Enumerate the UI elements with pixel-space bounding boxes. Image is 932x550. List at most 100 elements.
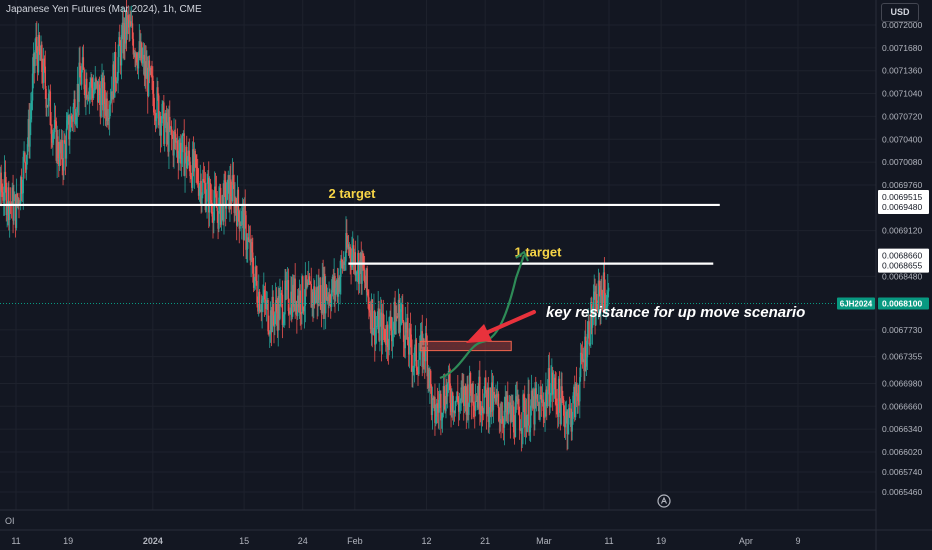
candle-body	[296, 301, 298, 317]
candle-body	[529, 405, 532, 428]
candle-body	[65, 128, 68, 159]
symbol-badge	[837, 297, 875, 310]
candle-body	[376, 326, 379, 327]
candle-body	[256, 280, 258, 303]
candle-body	[128, 19, 130, 28]
candle-body	[518, 414, 521, 431]
candle-body	[294, 278, 296, 312]
candle-body	[393, 301, 395, 324]
candle-body	[566, 411, 568, 435]
candle-body	[218, 197, 220, 229]
candle-body	[297, 295, 300, 308]
candle-body	[147, 60, 150, 97]
candle-body	[318, 285, 320, 300]
candle-body	[46, 105, 48, 108]
candle-body	[99, 95, 102, 117]
candle-body	[415, 339, 418, 368]
candle-body	[157, 87, 159, 96]
candle-body	[540, 395, 543, 403]
time-tick-label: 24	[298, 536, 308, 546]
candle-body	[153, 112, 156, 114]
candle-body	[368, 297, 370, 311]
candle-body	[598, 280, 600, 286]
level-price-badge	[878, 189, 929, 214]
candle-body	[180, 142, 182, 164]
candle-body	[584, 336, 586, 372]
candle-body	[220, 204, 223, 225]
candle-body	[83, 69, 85, 90]
candle-body	[93, 89, 96, 91]
last-price-badge-text: 0.0068100	[882, 298, 922, 308]
candle-body	[408, 328, 411, 355]
candle-body	[521, 428, 523, 434]
candle-body	[563, 415, 566, 428]
candle-body	[396, 316, 398, 318]
currency-selector[interactable]: USD	[881, 3, 919, 22]
candle-body	[338, 278, 340, 292]
candle-body	[226, 180, 229, 200]
candle-body	[108, 104, 111, 119]
candle-body	[158, 115, 161, 126]
candle-body	[474, 400, 477, 411]
candle-body	[472, 383, 474, 406]
candle-body	[426, 341, 429, 377]
candle-body	[115, 81, 118, 83]
candle-body	[502, 416, 504, 424]
candle-body	[290, 291, 292, 314]
candle-body	[242, 207, 245, 241]
candle-body	[402, 321, 405, 342]
candle-body	[572, 395, 574, 419]
candle-body	[482, 411, 484, 414]
candle-body	[62, 165, 64, 171]
candle-body	[346, 244, 349, 248]
candle-body	[334, 275, 336, 296]
candle-body	[430, 370, 432, 386]
candle-body	[236, 208, 238, 226]
candle-body	[103, 82, 106, 105]
candle-body	[453, 410, 456, 414]
candle-body	[208, 177, 210, 213]
candle-body	[579, 377, 581, 402]
tradingview-logo-icon[interactable]	[657, 494, 671, 508]
time-tick-label: 11	[11, 536, 20, 546]
candle-body	[29, 119, 31, 147]
candle-body	[550, 383, 552, 402]
candle-body	[481, 406, 484, 412]
candle-body	[163, 102, 165, 144]
candle-body	[516, 396, 518, 402]
candle-body	[100, 88, 102, 117]
candle-body	[214, 186, 217, 194]
candle-body	[302, 276, 304, 310]
candle-body	[352, 245, 355, 265]
candle-body	[74, 99, 76, 124]
symbol-badge-text: 6JH2024	[840, 299, 873, 308]
candle-body	[382, 313, 384, 329]
level-price-badge-text: 0.0068660	[882, 251, 922, 261]
candle-body	[219, 187, 222, 225]
candle-body	[406, 317, 408, 333]
candle-body	[559, 401, 562, 425]
candle-body	[601, 295, 604, 309]
candle-body	[221, 195, 224, 205]
candle-body	[433, 397, 435, 401]
candle-body	[412, 367, 414, 373]
candle-body	[464, 386, 467, 395]
candle-body	[457, 392, 459, 402]
candle-body	[183, 133, 185, 176]
candle-body	[69, 116, 72, 132]
candle-body	[430, 385, 433, 416]
candle-body	[80, 69, 83, 85]
candle-body	[97, 81, 99, 103]
candle-body	[384, 329, 386, 341]
candle-body	[473, 405, 475, 407]
candle-body	[110, 91, 113, 102]
candle-body	[491, 382, 494, 411]
candle-body	[471, 383, 473, 403]
candle-body	[14, 194, 16, 201]
candle-body	[507, 408, 510, 415]
candle-body	[196, 167, 198, 169]
candle-body	[297, 295, 299, 317]
last-price-badge	[878, 297, 929, 310]
candle-body	[600, 289, 602, 310]
